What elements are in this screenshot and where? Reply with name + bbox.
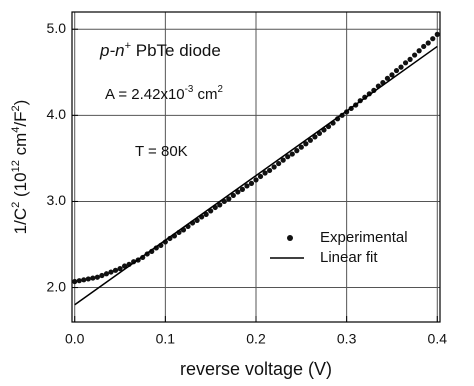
data-point: [99, 272, 105, 279]
x-axis-label: reverse voltage (V): [180, 359, 332, 379]
text-part: PbTe diode: [131, 41, 221, 60]
data-point: [248, 180, 255, 186]
data-point: [81, 277, 87, 283]
text-part: ): [11, 100, 30, 106]
data-point: [221, 198, 227, 205]
data-point: [117, 266, 123, 272]
data-point: [280, 157, 286, 163]
annotation: A = 2.42x10-3 cm2: [105, 84, 223, 103]
data-point: [72, 278, 78, 285]
y-tick-label: 3.0: [47, 192, 67, 208]
data-point: [217, 202, 223, 208]
data-point: [121, 263, 128, 269]
data-point: [262, 170, 268, 176]
data-point: [90, 275, 96, 281]
text-part: 12: [10, 160, 22, 172]
data-point: [94, 274, 100, 280]
data-point: [235, 189, 241, 195]
x-tick-label: 0.2: [246, 331, 266, 347]
data-point: [312, 134, 318, 140]
legend-label: Experimental: [320, 229, 408, 246]
text-part: p-n: [99, 41, 125, 60]
fit-line: [74, 45, 438, 306]
data-point: [389, 72, 395, 78]
y-tick-label: 5.0: [47, 20, 67, 36]
text-part: T = 80K: [135, 143, 188, 160]
data-point: [421, 43, 427, 50]
data-point: [266, 167, 273, 174]
data-point: [108, 269, 114, 275]
text-part: cm: [193, 86, 217, 103]
data-point: [307, 137, 313, 143]
data-point: [425, 40, 431, 46]
data-point: [276, 160, 282, 167]
text-part: /F: [11, 111, 30, 126]
annotation: p-n+ PbTe diode: [99, 40, 221, 61]
plot-frame: [71, 11, 441, 323]
y-axis-label: 1/C2 (1012 cm4/F2): [10, 100, 31, 235]
data-point: [384, 75, 391, 81]
data-point: [253, 177, 259, 183]
data-point: [271, 164, 277, 170]
data-point: [257, 173, 264, 180]
data-point: [226, 196, 232, 202]
text-part: A = 2.42x10: [105, 86, 185, 103]
data-point: [103, 271, 110, 277]
x-tick-label: 0.3: [337, 331, 357, 347]
text-part: 1/C: [11, 208, 30, 234]
data-point: [298, 144, 304, 150]
x-tick-label: 0.1: [156, 331, 176, 347]
data-point: [244, 183, 250, 189]
x-tick-label: 0.4: [428, 331, 448, 347]
data-point: [289, 151, 295, 157]
y-tick-label: 4.0: [47, 106, 67, 122]
data-point: [407, 56, 413, 62]
y-tick-label: 2.0: [47, 278, 67, 294]
data-point: [203, 211, 209, 217]
legend-label: Linear fit: [320, 249, 378, 266]
data-point: [398, 64, 404, 70]
data-point: [112, 267, 119, 273]
text-part: -3: [185, 84, 194, 95]
data-point: [434, 31, 440, 37]
x-tick-label: 0.0: [65, 331, 85, 347]
data-point: [294, 148, 300, 154]
data-point: [239, 186, 246, 192]
annotation: T = 80K: [135, 143, 188, 160]
data-point: [402, 60, 409, 66]
text-part: 2: [10, 202, 22, 208]
data-point: [230, 192, 236, 199]
text-part: 4: [10, 127, 22, 133]
text-part: cm: [11, 133, 30, 160]
data-point: [76, 278, 82, 284]
data-point: [416, 48, 422, 54]
text-part: 2: [218, 84, 223, 95]
data-point: [285, 154, 291, 160]
data-point: [412, 52, 418, 58]
data-point: [85, 276, 91, 282]
legend-marker: [287, 235, 293, 241]
text-part: (10: [11, 172, 30, 201]
text-part: 2: [10, 105, 22, 111]
data-point: [393, 67, 400, 74]
data-point: [430, 36, 436, 42]
data-point: [303, 141, 309, 147]
text-part: +: [125, 40, 131, 52]
